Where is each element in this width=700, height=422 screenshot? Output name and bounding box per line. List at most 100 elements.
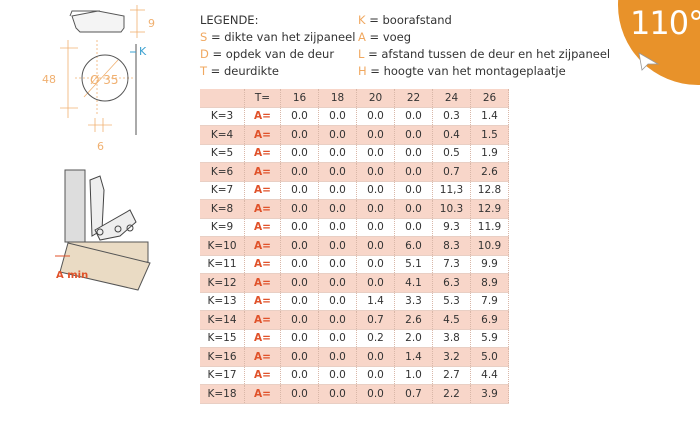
value-cell: 0.0	[318, 273, 357, 293]
value-cell: 9.9	[470, 255, 509, 274]
value-cell: 0.0	[280, 107, 319, 126]
value-cell: 0.0	[280, 162, 319, 182]
value-cell: 8.3	[432, 236, 471, 256]
dim-48: 48	[42, 73, 56, 86]
table-row: K=7 A= 0.0 0.0 0.0 0.0 11,3 12.8	[200, 181, 509, 200]
legend-item-k: K = boorafstand	[358, 13, 452, 27]
value-cell: 0.0	[318, 347, 357, 367]
a-label: A=	[244, 199, 281, 219]
value-cell: 0.0	[394, 218, 433, 237]
value-cell: 5.0	[470, 347, 509, 367]
value-cell: 2.6	[394, 310, 433, 330]
value-cell: 0.2	[356, 329, 395, 348]
k-cell: K=7	[200, 181, 245, 200]
value-cell: 0.0	[318, 181, 357, 200]
a-label: A=	[244, 255, 281, 274]
value-cell: 0.7	[356, 310, 395, 330]
a-min-label: A min	[56, 270, 88, 281]
k-cell: K=13	[200, 292, 245, 311]
header-thickness: 26	[470, 89, 509, 108]
a-label: A=	[244, 273, 281, 293]
header-thickness: 18	[318, 89, 357, 108]
value-cell: 1.4	[356, 292, 395, 311]
dim-diameter: Ø 35	[90, 73, 119, 87]
value-cell: 0.0	[394, 125, 433, 145]
value-cell: 0.0	[394, 107, 433, 126]
table-row: K=14 A= 0.0 0.0 0.7 2.6 4.5 6.9	[200, 310, 509, 330]
value-cell: 0.0	[280, 347, 319, 367]
value-cell: 0.0	[394, 181, 433, 200]
table-row: K=9 A= 0.0 0.0 0.0 0.0 9.3 11.9	[200, 218, 509, 237]
a-label: A=	[244, 310, 281, 330]
value-cell: 0.0	[356, 218, 395, 237]
value-cell: 2.6	[470, 162, 509, 182]
value-cell: 3.9	[470, 384, 509, 404]
k-cell: K=16	[200, 347, 245, 367]
value-cell: 0.0	[318, 162, 357, 182]
value-cell: 0.0	[356, 384, 395, 404]
k-cell: K=9	[200, 218, 245, 237]
value-cell: 7.3	[432, 255, 471, 274]
dim-k: K	[139, 45, 147, 58]
k-cell: K=17	[200, 366, 245, 385]
value-cell: 0.0	[318, 255, 357, 274]
value-cell: 0.0	[356, 107, 395, 126]
a-label: A=	[244, 366, 281, 385]
table-row: K=18 A= 0.0 0.0 0.0 0.7 2.2 3.9	[200, 384, 509, 404]
table-row: K=11 A= 0.0 0.0 0.0 5.1 7.3 9.9	[200, 255, 509, 274]
value-cell: 0.5	[432, 144, 471, 163]
value-cell: 0.0	[280, 273, 319, 293]
k-cell: K=5	[200, 144, 245, 163]
value-cell: 10.9	[470, 236, 509, 256]
value-cell: 4.1	[394, 273, 433, 293]
legend-title: LEGENDE:	[200, 13, 259, 27]
value-cell: 3.8	[432, 329, 471, 348]
value-cell: 1.5	[470, 125, 509, 145]
value-cell: 0.0	[318, 329, 357, 348]
cup-hole-circle	[81, 54, 129, 102]
value-cell: 0.0	[356, 255, 395, 274]
angle-badge-text: 110°	[630, 4, 700, 42]
k-cell: K=4	[200, 125, 245, 145]
value-cell: 0.0	[280, 144, 319, 163]
legend-item-a: A = voeg	[358, 30, 412, 44]
value-cell: 0.0	[280, 199, 319, 219]
value-cell: 0.4	[432, 125, 471, 145]
value-cell: 0.0	[280, 329, 319, 348]
a-label: A=	[244, 218, 281, 237]
value-cell: 0.0	[356, 199, 395, 219]
a-label: A=	[244, 329, 281, 348]
value-cell: 0.0	[280, 292, 319, 311]
dim-9: 9	[148, 17, 155, 30]
k-cell: K=11	[200, 255, 245, 274]
a-label: A=	[244, 292, 281, 311]
hinge-drawing: K 9 48 Ø 35 6 A min	[42, 5, 155, 291]
header-thickness: 16	[280, 89, 319, 108]
value-cell: 4.5	[432, 310, 471, 330]
a-label: A=	[244, 125, 281, 145]
value-cell: 0.0	[356, 273, 395, 293]
value-cell: 9.3	[432, 218, 471, 237]
table-row: K=4 A= 0.0 0.0 0.0 0.0 0.4 1.5	[200, 125, 509, 145]
k-cell: K=6	[200, 162, 245, 182]
a-label: A=	[244, 181, 281, 200]
value-cell: 0.3	[432, 107, 471, 126]
value-cell: 0.0	[394, 199, 433, 219]
table-row: K=6 A= 0.0 0.0 0.0 0.0 0.7 2.6	[200, 162, 509, 182]
a-label: A=	[244, 347, 281, 367]
value-cell: 6.0	[394, 236, 433, 256]
legend-item-t: T = deurdikte	[200, 64, 279, 78]
k-cell: K=12	[200, 273, 245, 293]
dimension-lines	[60, 5, 145, 132]
hinge-installed-view	[55, 169, 151, 291]
value-cell: 5.3	[432, 292, 471, 311]
value-cell: 0.0	[318, 218, 357, 237]
table-row: K=17 A= 0.0 0.0 0.0 1.0 2.7 4.4	[200, 366, 509, 385]
value-cell: 2.7	[432, 366, 471, 385]
value-cell: 0.0	[356, 366, 395, 385]
value-cell: 0.0	[356, 162, 395, 182]
table-row: K=5 A= 0.0 0.0 0.0 0.0 0.5 1.9	[200, 144, 509, 163]
value-cell: 0.0	[280, 366, 319, 385]
header-thickness: 22	[394, 89, 433, 108]
value-cell: 8.9	[470, 273, 509, 293]
